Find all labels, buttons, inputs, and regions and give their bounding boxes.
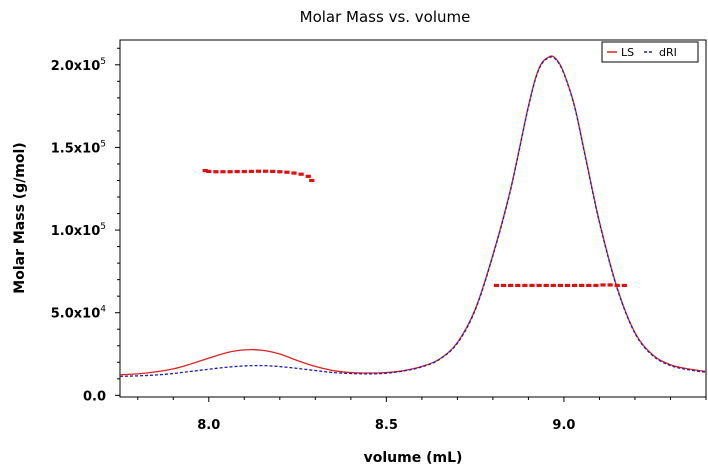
molar-mass-point [571, 283, 578, 288]
y-tick-label: 0.0 [83, 389, 106, 404]
molar-mass-markers-2 [202, 168, 315, 183]
chart-title: Molar Mass vs. volume [300, 8, 471, 26]
x-axis-label: volume (mL) [364, 450, 463, 466]
molar-mass-point [263, 169, 269, 173]
molar-mass-point [614, 283, 620, 288]
x-tick-label: 8.0 [197, 418, 220, 433]
molar-mass-point [309, 178, 315, 183]
legend: LS dRI [601, 41, 699, 63]
molar-mass-point [522, 283, 528, 288]
x-tick-label: 9.0 [552, 418, 575, 433]
molar-mass-point [493, 283, 500, 288]
molar-mass-point [550, 283, 556, 288]
y-tick-label: 5.0x104 [51, 305, 107, 322]
molar-mass-point [536, 283, 542, 288]
x-axis: 8.0 8.5 9.0 [137, 397, 707, 433]
molar-mass-point [284, 170, 290, 174]
molar-mass-point [206, 169, 212, 173]
molar-mass-markers-3 [493, 283, 627, 288]
molar-mass-point [248, 169, 255, 173]
dri-line [120, 56, 706, 377]
molar-mass-point [600, 283, 606, 287]
molar-mass-point [234, 169, 240, 174]
legend-ls-label: LS [621, 46, 634, 59]
molar-mass-point [529, 283, 535, 288]
molar-mass-point [270, 169, 276, 173]
molar-mass-point [621, 283, 627, 288]
molar-mass-point [586, 283, 592, 288]
molar-mass-point [277, 170, 283, 174]
molar-mass-point [213, 170, 219, 174]
y-axis-label: Molar Mass (g/mol) [12, 142, 28, 293]
x-tick-label: 8.5 [375, 418, 398, 433]
y-axis: 0.0 5.0x104 1.0x105 1.5x105 2.0x105 [51, 47, 120, 404]
molar-mass-point [241, 169, 247, 174]
molar-mass-point [291, 171, 297, 175]
molar-mass-point [515, 283, 521, 288]
y-tick-label: 1.5x105 [51, 139, 106, 156]
molar-mass-point [593, 283, 599, 288]
molar-mass-point [508, 283, 514, 288]
y-tick-label: 2.0x105 [51, 57, 106, 74]
molar-mass-point [543, 283, 549, 288]
molar-mass-point [557, 283, 563, 288]
molar-mass-point [305, 174, 311, 178]
series-layer [120, 55, 706, 377]
molar-mass-point [607, 283, 613, 287]
molar-mass-point [220, 170, 226, 174]
molar-mass-point [500, 283, 507, 288]
molar-mass-point [202, 168, 208, 173]
molar-mass-point [298, 172, 304, 176]
y-tick-label: 1.0x105 [51, 222, 106, 239]
plot-area-frame [119, 39, 707, 398]
molar-mass-point [579, 283, 585, 288]
molar-mass-point [255, 169, 262, 173]
molar-mass-point [227, 170, 233, 174]
molar-mass-point [564, 283, 571, 288]
legend-dri-label: dRI [659, 46, 677, 59]
